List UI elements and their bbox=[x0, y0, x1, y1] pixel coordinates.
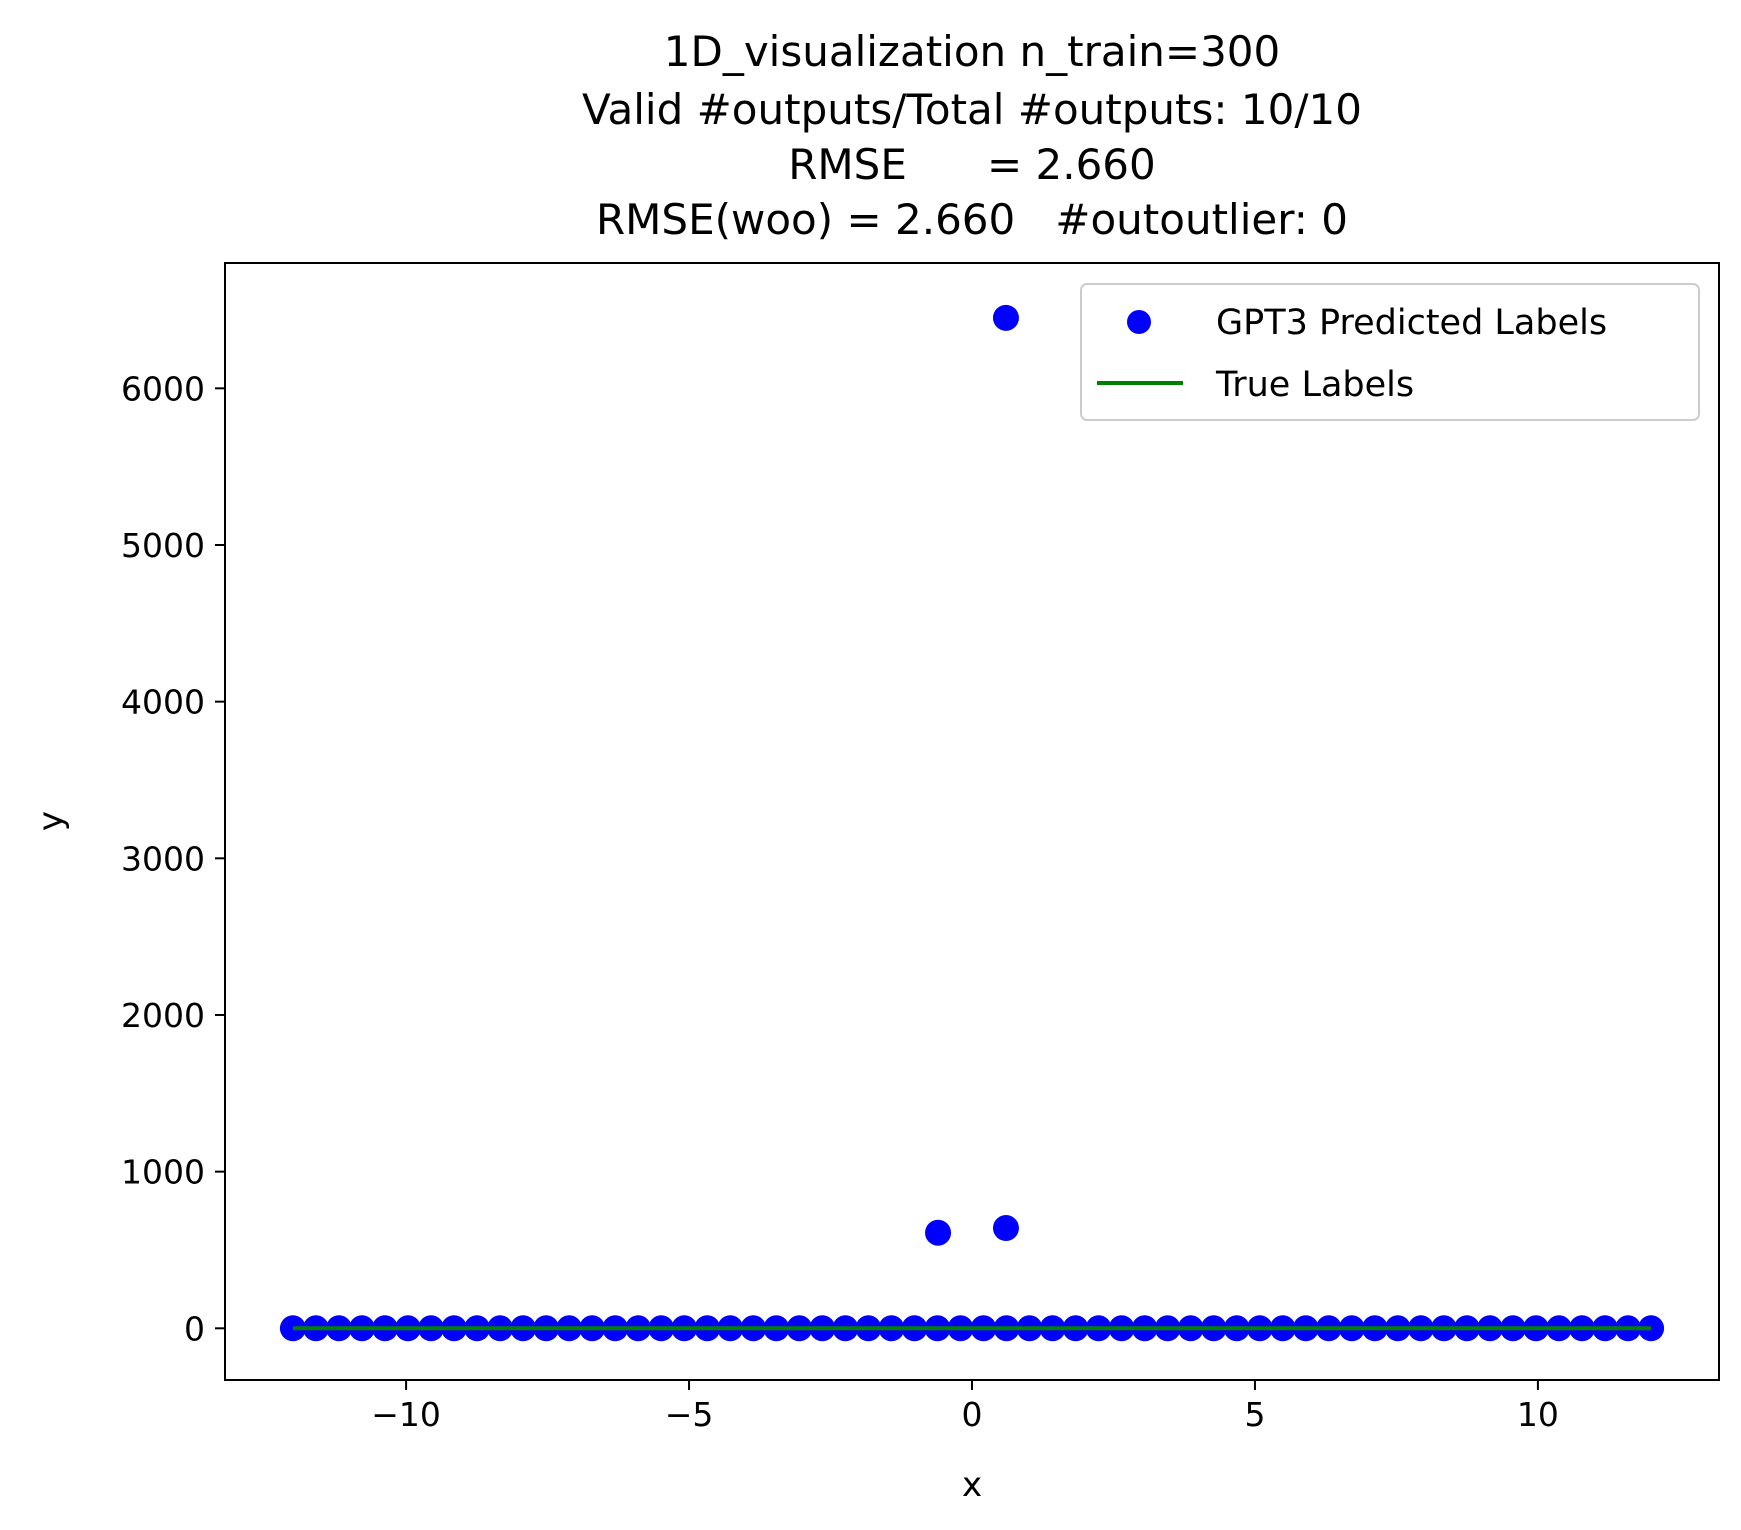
y-tick-label: 5000 bbox=[121, 526, 205, 565]
plot-area bbox=[279, 304, 1665, 1342]
legend: GPT3 Predicted Labels True Labels bbox=[1080, 283, 1700, 421]
legend-marker-predicted bbox=[1127, 310, 1151, 334]
title-line-2: Valid #outputs/Total #outputs: 10/10 bbox=[582, 85, 1362, 134]
x-axis: −10 −5 0 5 10 bbox=[371, 1380, 1559, 1434]
legend-label-predicted: GPT3 Predicted Labels bbox=[1216, 303, 1607, 343]
legend-label-true: True Labels bbox=[1215, 365, 1414, 405]
title-line-3: RMSE = 2.660 bbox=[788, 140, 1156, 189]
y-tick-label: 1000 bbox=[121, 1153, 205, 1192]
title-line-1: 1D_visualization n_train=300 bbox=[664, 27, 1281, 76]
y-tick-label: 6000 bbox=[121, 369, 205, 408]
y-tick-label: 2000 bbox=[121, 996, 205, 1035]
y-tick-label: 3000 bbox=[121, 839, 205, 878]
x-tick-label: −5 bbox=[665, 1395, 714, 1434]
y-tick-label: 4000 bbox=[121, 683, 205, 722]
predicted-point bbox=[992, 304, 1019, 331]
x-tick-label: 10 bbox=[1517, 1395, 1559, 1434]
y-axis: 0 1000 2000 3000 4000 5000 6000 bbox=[121, 369, 225, 1348]
title-line-4: RMSE(woo) = 2.660 #outoutlier: 0 bbox=[596, 195, 1348, 244]
x-tick-label: 0 bbox=[962, 1395, 983, 1434]
chart-title: 1D_visualization n_train=300 Valid #outp… bbox=[582, 27, 1362, 244]
y-tick-label: 0 bbox=[184, 1309, 205, 1348]
legend-box bbox=[1080, 283, 1700, 421]
y-axis-label: y bbox=[31, 811, 71, 831]
x-tick-label: 5 bbox=[1244, 1395, 1265, 1434]
x-axis-label: x bbox=[962, 1465, 982, 1505]
predicted-point bbox=[992, 1215, 1019, 1242]
predicted-point bbox=[925, 1219, 952, 1246]
x-tick-label: −10 bbox=[371, 1395, 441, 1434]
